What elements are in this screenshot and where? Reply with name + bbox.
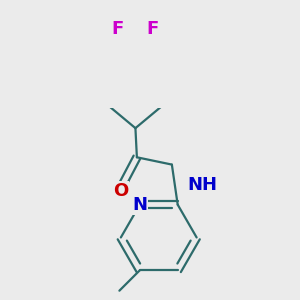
- Text: NH: NH: [187, 176, 217, 194]
- Text: N: N: [132, 196, 147, 214]
- Text: F: F: [147, 20, 159, 38]
- Text: O: O: [113, 182, 128, 200]
- Text: F: F: [112, 20, 124, 38]
